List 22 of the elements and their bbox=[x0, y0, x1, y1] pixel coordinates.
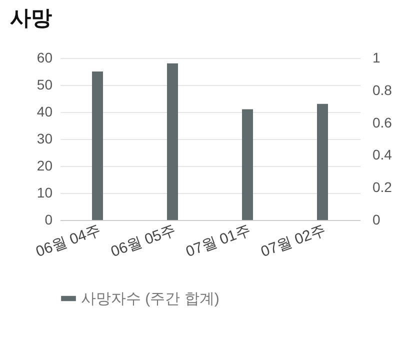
y-tick-label: 50 bbox=[36, 76, 53, 92]
bar bbox=[317, 104, 328, 220]
y2-tick-label: 0.2 bbox=[372, 179, 392, 196]
y-tick-label: 60 bbox=[36, 50, 53, 66]
legend-label: 사망자수 (주간 합계) bbox=[81, 290, 220, 308]
x-tick-label: 07월 01주 bbox=[184, 222, 253, 261]
bar bbox=[92, 72, 103, 220]
y-tick-label: 20 bbox=[36, 158, 53, 174]
x-tick-label: 07월 02주 bbox=[258, 222, 328, 261]
y-tick-label: 30 bbox=[36, 130, 53, 146]
y2-tick-label: 1 bbox=[372, 50, 380, 66]
bar bbox=[167, 63, 178, 220]
chart-title: 사망 bbox=[10, 7, 52, 30]
y-tick-label: 0 bbox=[44, 212, 53, 228]
y-tick-label: 40 bbox=[36, 104, 53, 120]
y2-tick-label: 0.4 bbox=[372, 146, 392, 163]
y2-tick-label: 0 bbox=[372, 212, 380, 228]
bar bbox=[242, 109, 253, 220]
y2-tick-label: 0.6 bbox=[372, 114, 392, 130]
x-tick-label: 06월 05주 bbox=[108, 222, 178, 261]
y-tick-label: 10 bbox=[36, 184, 53, 200]
y2-tick-label: 0.8 bbox=[372, 82, 392, 98]
